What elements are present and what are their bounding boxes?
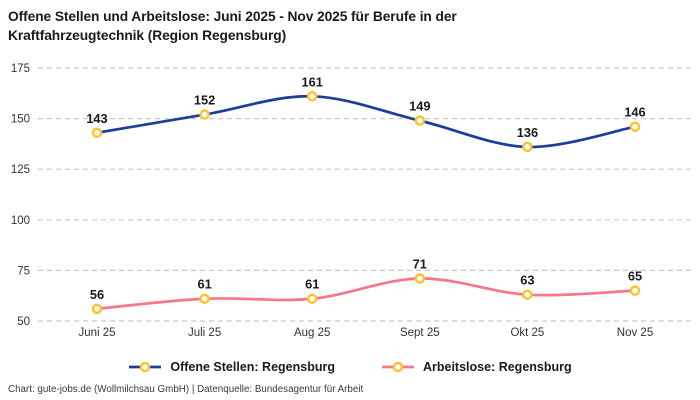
legend-item-0: Offene Stellen: Regensburg — [128, 360, 335, 374]
x-axis-tick-label: Sept 25 — [400, 327, 440, 339]
data-point-marker — [522, 289, 533, 300]
data-point-value-label: 143 — [86, 111, 107, 126]
y-axis-tick-label: 75 — [17, 265, 30, 277]
data-point-value-label: 61 — [305, 277, 319, 292]
data-point-value-label: 136 — [517, 125, 538, 140]
legend-marker-icon — [129, 361, 162, 373]
data-point-value-label: 71 — [413, 256, 427, 271]
y-axis-tick-label: 100 — [11, 215, 30, 227]
x-axis-tick-label: Okt 25 — [510, 327, 544, 339]
data-point-marker — [91, 127, 103, 139]
x-axis-tick-label: Juli 25 — [188, 327, 221, 339]
x-axis-tick-label: Nov 25 — [617, 327, 653, 339]
legend-label: Arbeitslose: Regensburg — [422, 360, 572, 374]
data-point-marker — [306, 91, 318, 102]
data-point-marker — [199, 109, 210, 120]
data-point-value-label: 65 — [628, 269, 642, 284]
legend-marker-icon — [381, 361, 414, 373]
data-point-marker — [306, 293, 318, 304]
x-axis-tick-label: Juni 25 — [78, 327, 115, 339]
y-axis-tick-label: 175 — [11, 63, 30, 75]
data-point-value-label: 61 — [197, 277, 211, 292]
legend-item-1: Arbeitslose: Regensburg — [381, 360, 572, 374]
legend-label: Offene Stellen: Regensburg — [170, 360, 335, 374]
data-point-marker — [414, 273, 426, 284]
series-line — [95, 277, 637, 311]
y-axis-tick-label: 50 — [17, 316, 30, 328]
series-line — [95, 94, 637, 149]
y-axis-tick-label: 150 — [11, 114, 30, 126]
data-point-value-label: 152 — [194, 93, 215, 108]
data-point-value-label: 63 — [520, 273, 534, 288]
source-footer: Chart: gute-jobs.de (Wollmilchsau GmbH) … — [8, 384, 364, 395]
chart-legend: Offene Stellen: Regensburg Arbeitslose: R… — [0, 360, 700, 374]
data-point-value-label: 146 — [624, 105, 645, 120]
data-point-value-label: 161 — [302, 74, 323, 89]
line-chart: 175 150 125 100 75 50 Juni 25 Juli 25 Aug 25 Sept… — [11, 63, 692, 339]
data-point-value-label: 56 — [90, 287, 104, 302]
data-point-marker — [629, 121, 641, 132]
chart-title: Offene Stellen und Arbeitslose: Juni 202… — [8, 9, 457, 44]
y-axis-tick-label: 125 — [11, 164, 30, 176]
data-point-marker — [629, 285, 641, 296]
data-point-value-label: 149 — [409, 99, 430, 114]
x-axis-tick-label: Aug 25 — [294, 327, 330, 339]
data-point-marker — [199, 293, 210, 304]
data-point-marker — [91, 303, 103, 315]
data-point-marker — [414, 115, 426, 126]
data-point-marker — [522, 141, 533, 153]
